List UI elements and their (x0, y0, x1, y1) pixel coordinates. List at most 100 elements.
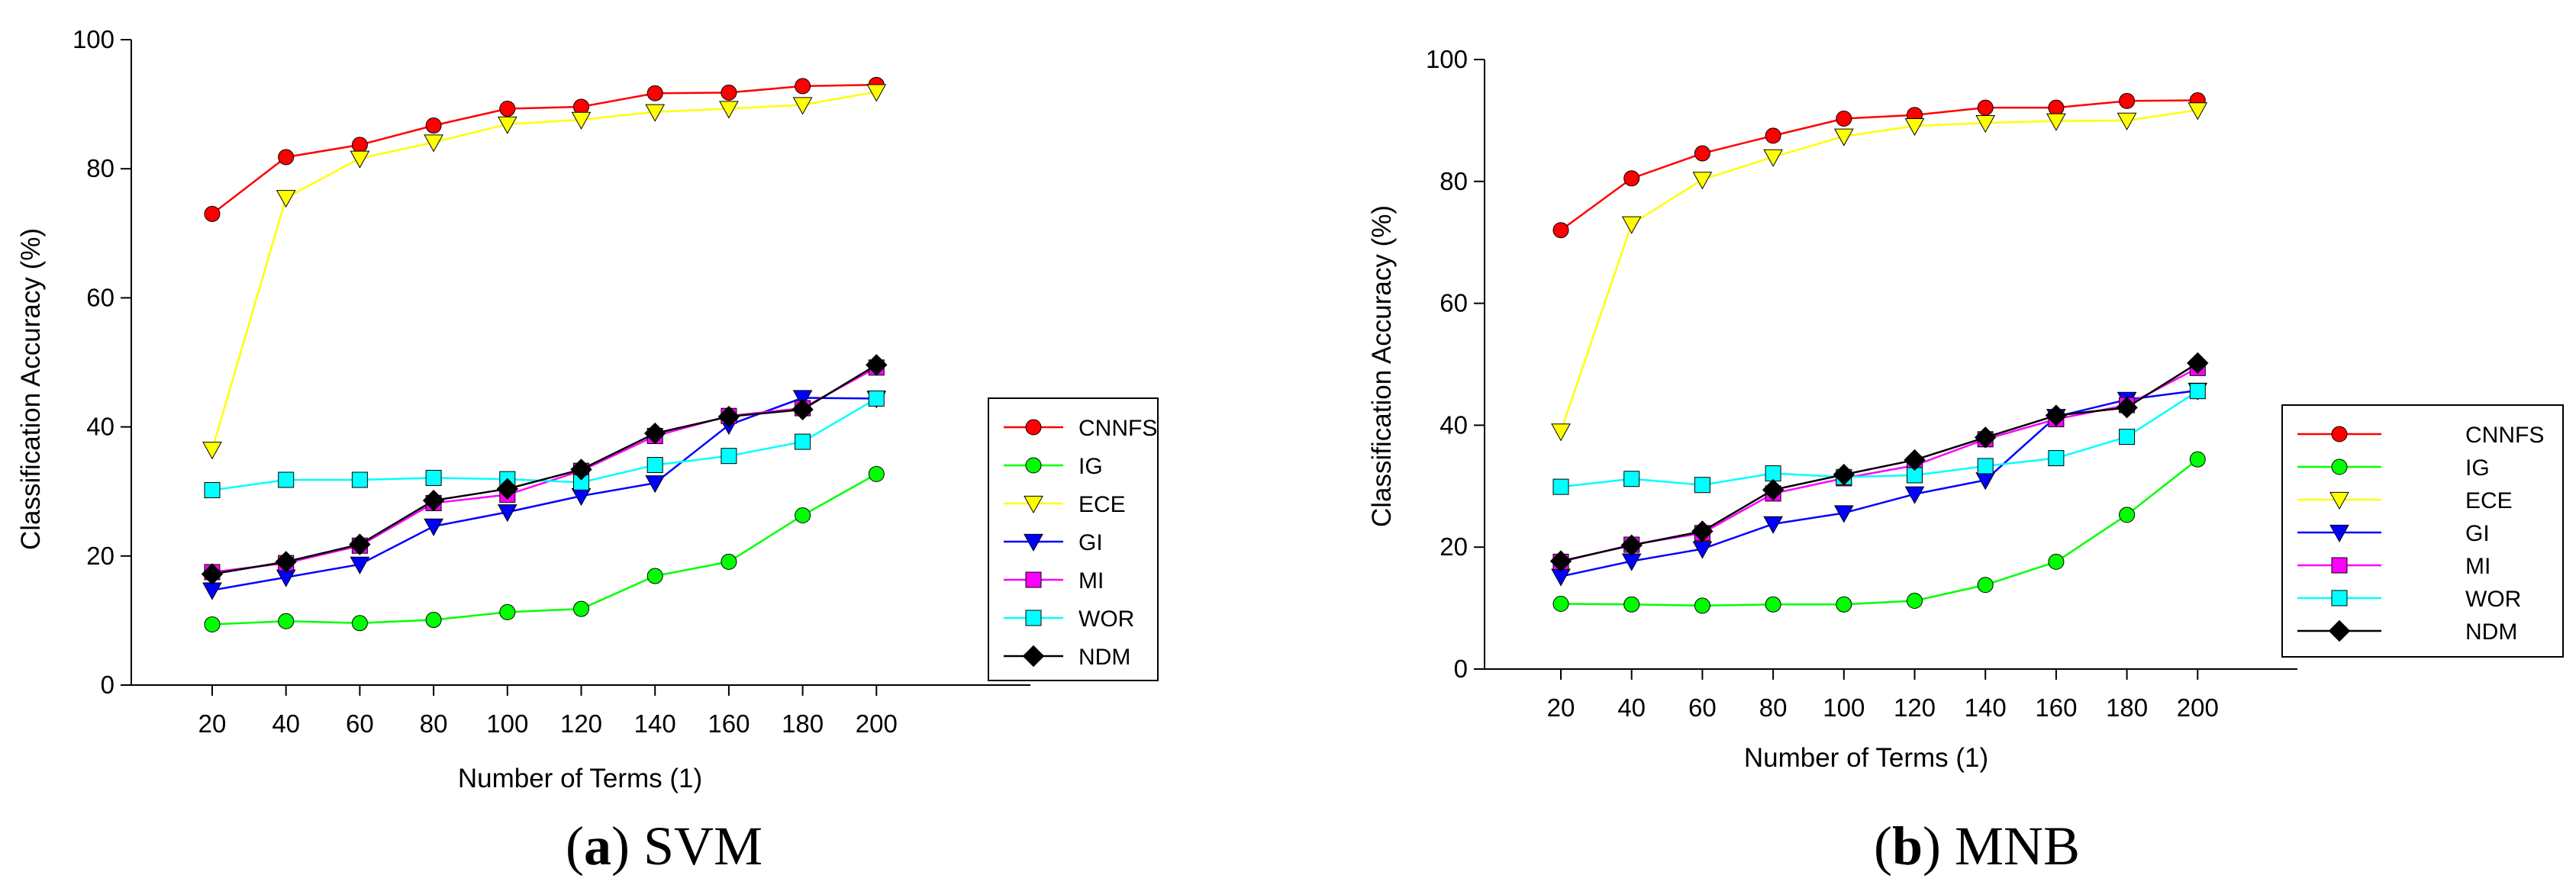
chart-mnb-point-ig (1977, 577, 1994, 594)
chart-svm-point-ig (278, 613, 295, 629)
chart-svm-series-markers-ece (202, 84, 887, 460)
chart-svm-point-ig (721, 553, 737, 570)
chart-mnb-point-ece (1833, 128, 1854, 146)
chart-mnb-series-markers-ndm (1549, 352, 2209, 572)
chart-svm-point-ndm (201, 563, 224, 585)
chart-mnb-legend-label-ece: ECE (2465, 488, 2513, 513)
chart-mnb-xtick-label: 40 (1617, 693, 1646, 722)
chart-svm-legend-label-cnnfs: CNNFS (1078, 416, 1157, 441)
chart-mnb-legend-marker-mi (2331, 557, 2348, 574)
chart-svm-point-gi (350, 556, 370, 574)
chart-mnb-point-ndm (1620, 534, 1643, 557)
chart-mnb-series-markers-mi (1552, 359, 2206, 570)
chart-mnb-legend-label-wor: WOR (2465, 587, 2521, 612)
chart-mnb-series-line-ig (1560, 458, 2199, 607)
chart-mnb-series-markers-ece (1551, 102, 2208, 442)
chart-mnb-point-ig (1694, 597, 1710, 614)
chart-svm-legend-box (988, 397, 1159, 681)
chart-svm-point-gi (424, 518, 443, 536)
chart-svm-point-ndm (866, 354, 888, 376)
chart-svm-point-ndm (496, 478, 519, 500)
chart-svm-point-wor (868, 390, 885, 407)
chart-svm-xtick-label: 140 (634, 709, 676, 738)
chart-mnb-xtick-label: 120 (1894, 693, 1936, 722)
chart-svm-xtick-label: 120 (560, 709, 602, 738)
chart-svm-caption: (a) SVM (566, 816, 762, 877)
chart-svm-point-ig (204, 616, 221, 632)
chart-svm-point-ig (646, 568, 663, 584)
chart-mnb-series-markers-wor (1552, 383, 2206, 495)
chart-mnb-point-cnnfs (1694, 145, 1710, 162)
chart-mnb-point-ece (1763, 149, 1783, 167)
chart-mnb-series-line-mi (1560, 367, 2198, 563)
chart-svm-point-ig (351, 615, 368, 632)
chart-mnb-xtick-label: 80 (1759, 693, 1788, 722)
chart-mnb-point-ig (1552, 596, 1569, 613)
chart-svm-point-ig (425, 612, 442, 629)
chart-svm-point-cnnfs (721, 84, 737, 101)
chart-mnb-point-wor (1765, 465, 1781, 482)
chart-svm-point-cnnfs (425, 117, 442, 134)
chart-mnb-point-gi (1833, 505, 1854, 523)
chart-svm-point-ece (645, 104, 666, 122)
chart-svm-ytick-label: 100 (73, 25, 114, 53)
chart-svm-point-ece (792, 97, 813, 115)
chart-mnb-point-ndm (1549, 550, 1572, 572)
chart-svm-point-wor (646, 457, 663, 474)
chart-svm-point-ndm (643, 422, 666, 445)
chart-mnb-point-wor (2119, 429, 2136, 446)
chart-svm-point-ig (795, 507, 811, 524)
chart-mnb-xtick-label: 140 (1965, 693, 2007, 722)
chart-mnb-ytick-label: 80 (1440, 167, 1468, 195)
chart-mnb-point-ece (1551, 423, 1571, 442)
chart-svm-point-ece (497, 116, 517, 134)
chart-mnb-point-ig (1907, 593, 1923, 610)
chart-svm-series-line-ig (211, 473, 877, 626)
chart-mnb-legend-label-gi: GI (2465, 521, 2490, 546)
chart-svm-legend: CNNFS IG ECE GI MI WOR NDM (988, 397, 1159, 681)
chart-svm-xtick-label: 160 (708, 709, 750, 738)
chart-mnb-point-ece (1975, 114, 1996, 134)
chart-svm-point-ndm (349, 533, 371, 555)
chart-mnb-xtick-label: 200 (2177, 693, 2219, 722)
chart-mnb-series-markers-cnnfs (1552, 92, 2206, 239)
chart-svm-legend-label-gi: GI (1078, 530, 1103, 555)
chart-svm-xtick-label: 80 (420, 709, 448, 738)
chart-svm-ylabel: Classification Accuracy (%) (16, 228, 46, 550)
chart-svm-series-markers-cnnfs (204, 76, 885, 222)
chart-svm-point-ece (276, 190, 296, 208)
chart-svm-point-wor (351, 471, 368, 488)
chart-svm-xtick-label: 40 (272, 709, 300, 738)
chart-mnb-legend-label-ndm: NDM (2465, 619, 2517, 645)
chart-mnb-point-ndm (2045, 404, 2068, 426)
chart-svm-point-ndm (422, 489, 445, 512)
chart-svm-xtick-label: 60 (346, 709, 374, 738)
chart-mnb-point-ig (1623, 596, 1640, 613)
chart-mnb-point-cnnfs (1765, 127, 1781, 144)
chart-mnb-caption: (b) MNB (1874, 816, 2080, 877)
chart-mnb-ytick-label: 100 (1426, 45, 1468, 73)
chart-mnb-point-ece (1904, 117, 1925, 137)
chart-svm-point-ndm (275, 551, 297, 573)
chart-svm-legend-label-wor: WOR (1078, 606, 1134, 632)
chart-mnb-xlabel: Number of Terms (1) (1744, 743, 1988, 773)
chart-svm-series-line-ece (211, 91, 877, 450)
chart-mnb-point-ig (1836, 596, 1852, 613)
chart-svm-legend-marker-wor (1025, 610, 1042, 626)
chart-svm-series-line-mi (211, 366, 877, 574)
chart-mnb-point-wor (1552, 478, 1569, 495)
chart-mnb-point-ndm (1974, 426, 1997, 449)
chart-mnb-point-cnnfs (2048, 99, 2065, 116)
chart-mnb-point-cnnfs (1552, 222, 1569, 239)
chart-mnb-xtick-label: 100 (1823, 693, 1865, 722)
chart-svm-series-markers-ndm (201, 354, 888, 585)
chart-svm-legend-label-mi: MI (1078, 568, 1104, 594)
chart-svm-point-ece (424, 134, 443, 153)
chart-svm-xtick-label: 100 (486, 709, 528, 738)
chart-svm-point-cnnfs (499, 101, 516, 117)
chart-mnb-legend-label-mi: MI (2465, 554, 2491, 579)
chart-mnb-series-line-ece (1559, 109, 2198, 432)
chart-mnb-xtick-label: 20 (1547, 693, 1575, 722)
chart-mnb-point-ece (2117, 112, 2137, 130)
chart-svm: 0 20 40 60 80 100 20 40 60 80 100 120 140 160 180 200 C… (16, 25, 1159, 877)
